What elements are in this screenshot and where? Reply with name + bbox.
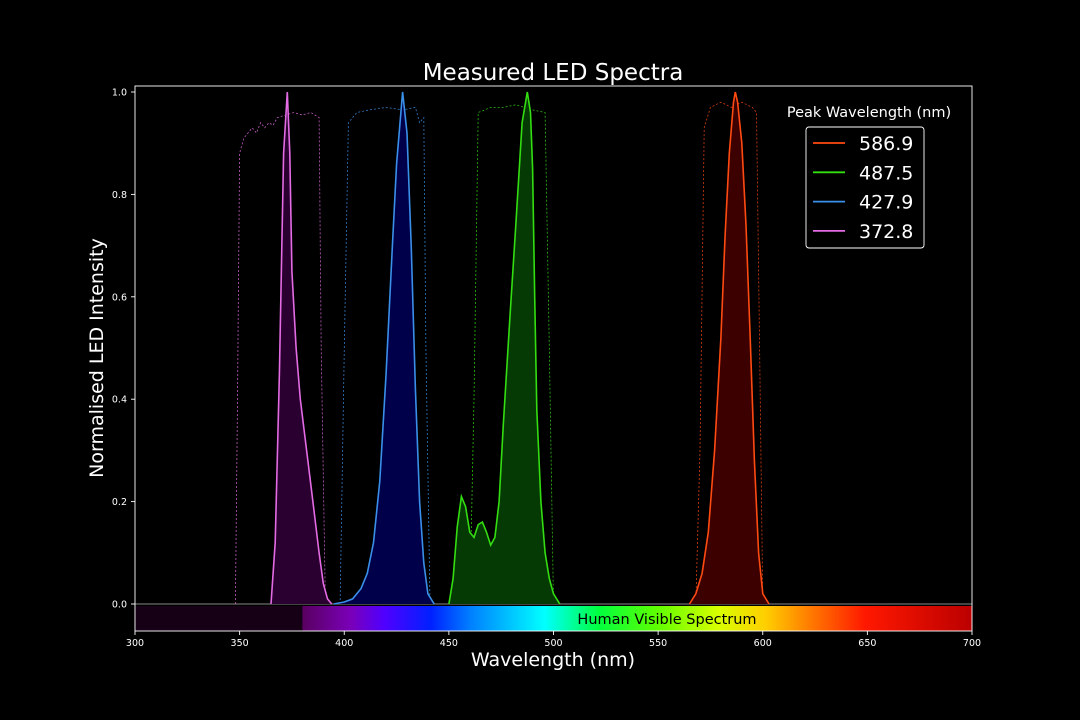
x-axis: 300 350 400 450 500 550 600 650 700 (126, 631, 981, 649)
y-tick-label: 0.2 (112, 497, 127, 508)
legend-label: 372.8 (859, 221, 913, 243)
spectrum-line-586.9 (688, 91, 770, 605)
legend-item-586.9: 586.9 (813, 133, 913, 155)
series-427.9 (333, 91, 435, 605)
spectrum-line-427.9 (333, 91, 435, 605)
x-tick-label: 350 (231, 638, 249, 649)
legend-title: Peak Wavelength (nm) (787, 105, 951, 121)
legend-item-487.5: 487.5 (813, 162, 913, 184)
series-586.9 (688, 91, 770, 605)
x-tick-label: 700 (963, 638, 981, 649)
filter-curve-427.9 (339, 106, 431, 605)
x-tick-label: 450 (440, 638, 458, 649)
legend-label: 427.9 (859, 192, 913, 214)
filter-curve-586.9 (695, 101, 764, 605)
y-tick-label: 1.0 (112, 88, 127, 99)
x-tick-label: 400 (335, 638, 353, 649)
legend-box (805, 126, 925, 249)
y-tick-label: 0.6 (112, 292, 127, 303)
legend-label: 487.5 (859, 162, 913, 184)
y-tick-label: 0.0 (112, 600, 127, 611)
y-axis: 0.0 0.2 0.4 0.6 0.8 1.0 (112, 88, 135, 611)
x-tick-label: 300 (126, 638, 144, 649)
x-tick-label: 550 (649, 638, 667, 649)
spectrum-line-372.8 (270, 91, 333, 605)
series-487.5 (448, 91, 561, 605)
y-tick-label: 0.4 (112, 395, 127, 406)
series-372.8 (235, 91, 333, 605)
spectrum-band-label: Human Visible Spectrum (577, 612, 756, 628)
spectrum-line-487.5 (448, 91, 561, 605)
legend-label: 586.9 (859, 133, 913, 155)
filter-curve-372.8 (235, 112, 326, 605)
y-axis-label: Normalised LED Intensity (86, 238, 108, 478)
x-tick-label: 600 (754, 638, 772, 649)
spectrum-fill-372.8 (271, 92, 332, 604)
spectrum-fill-427.9 (333, 92, 435, 604)
chart-title: Measured LED Spectra (423, 60, 684, 86)
filter-curve-487.5 (469, 104, 554, 605)
spectrum-fill-487.5 (448, 92, 560, 604)
uv-band (135, 606, 303, 631)
legend: Peak Wavelength (nm) 586.9 487.5 427.9 372.… (787, 105, 951, 249)
x-tick-label: 500 (544, 638, 562, 649)
legend-item-372.8: 372.8 (813, 221, 913, 243)
spectrum-band: Human Visible Spectrum (135, 606, 972, 631)
legend-item-427.9: 427.9 (813, 192, 913, 214)
x-tick-label: 650 (858, 638, 876, 649)
spectrum-fill-586.9 (689, 92, 769, 604)
x-axis-label: Wavelength (nm) (471, 649, 635, 671)
visible-spectrum-band (302, 606, 972, 631)
y-tick-label: 0.8 (112, 190, 127, 201)
series-layer (135, 91, 972, 605)
